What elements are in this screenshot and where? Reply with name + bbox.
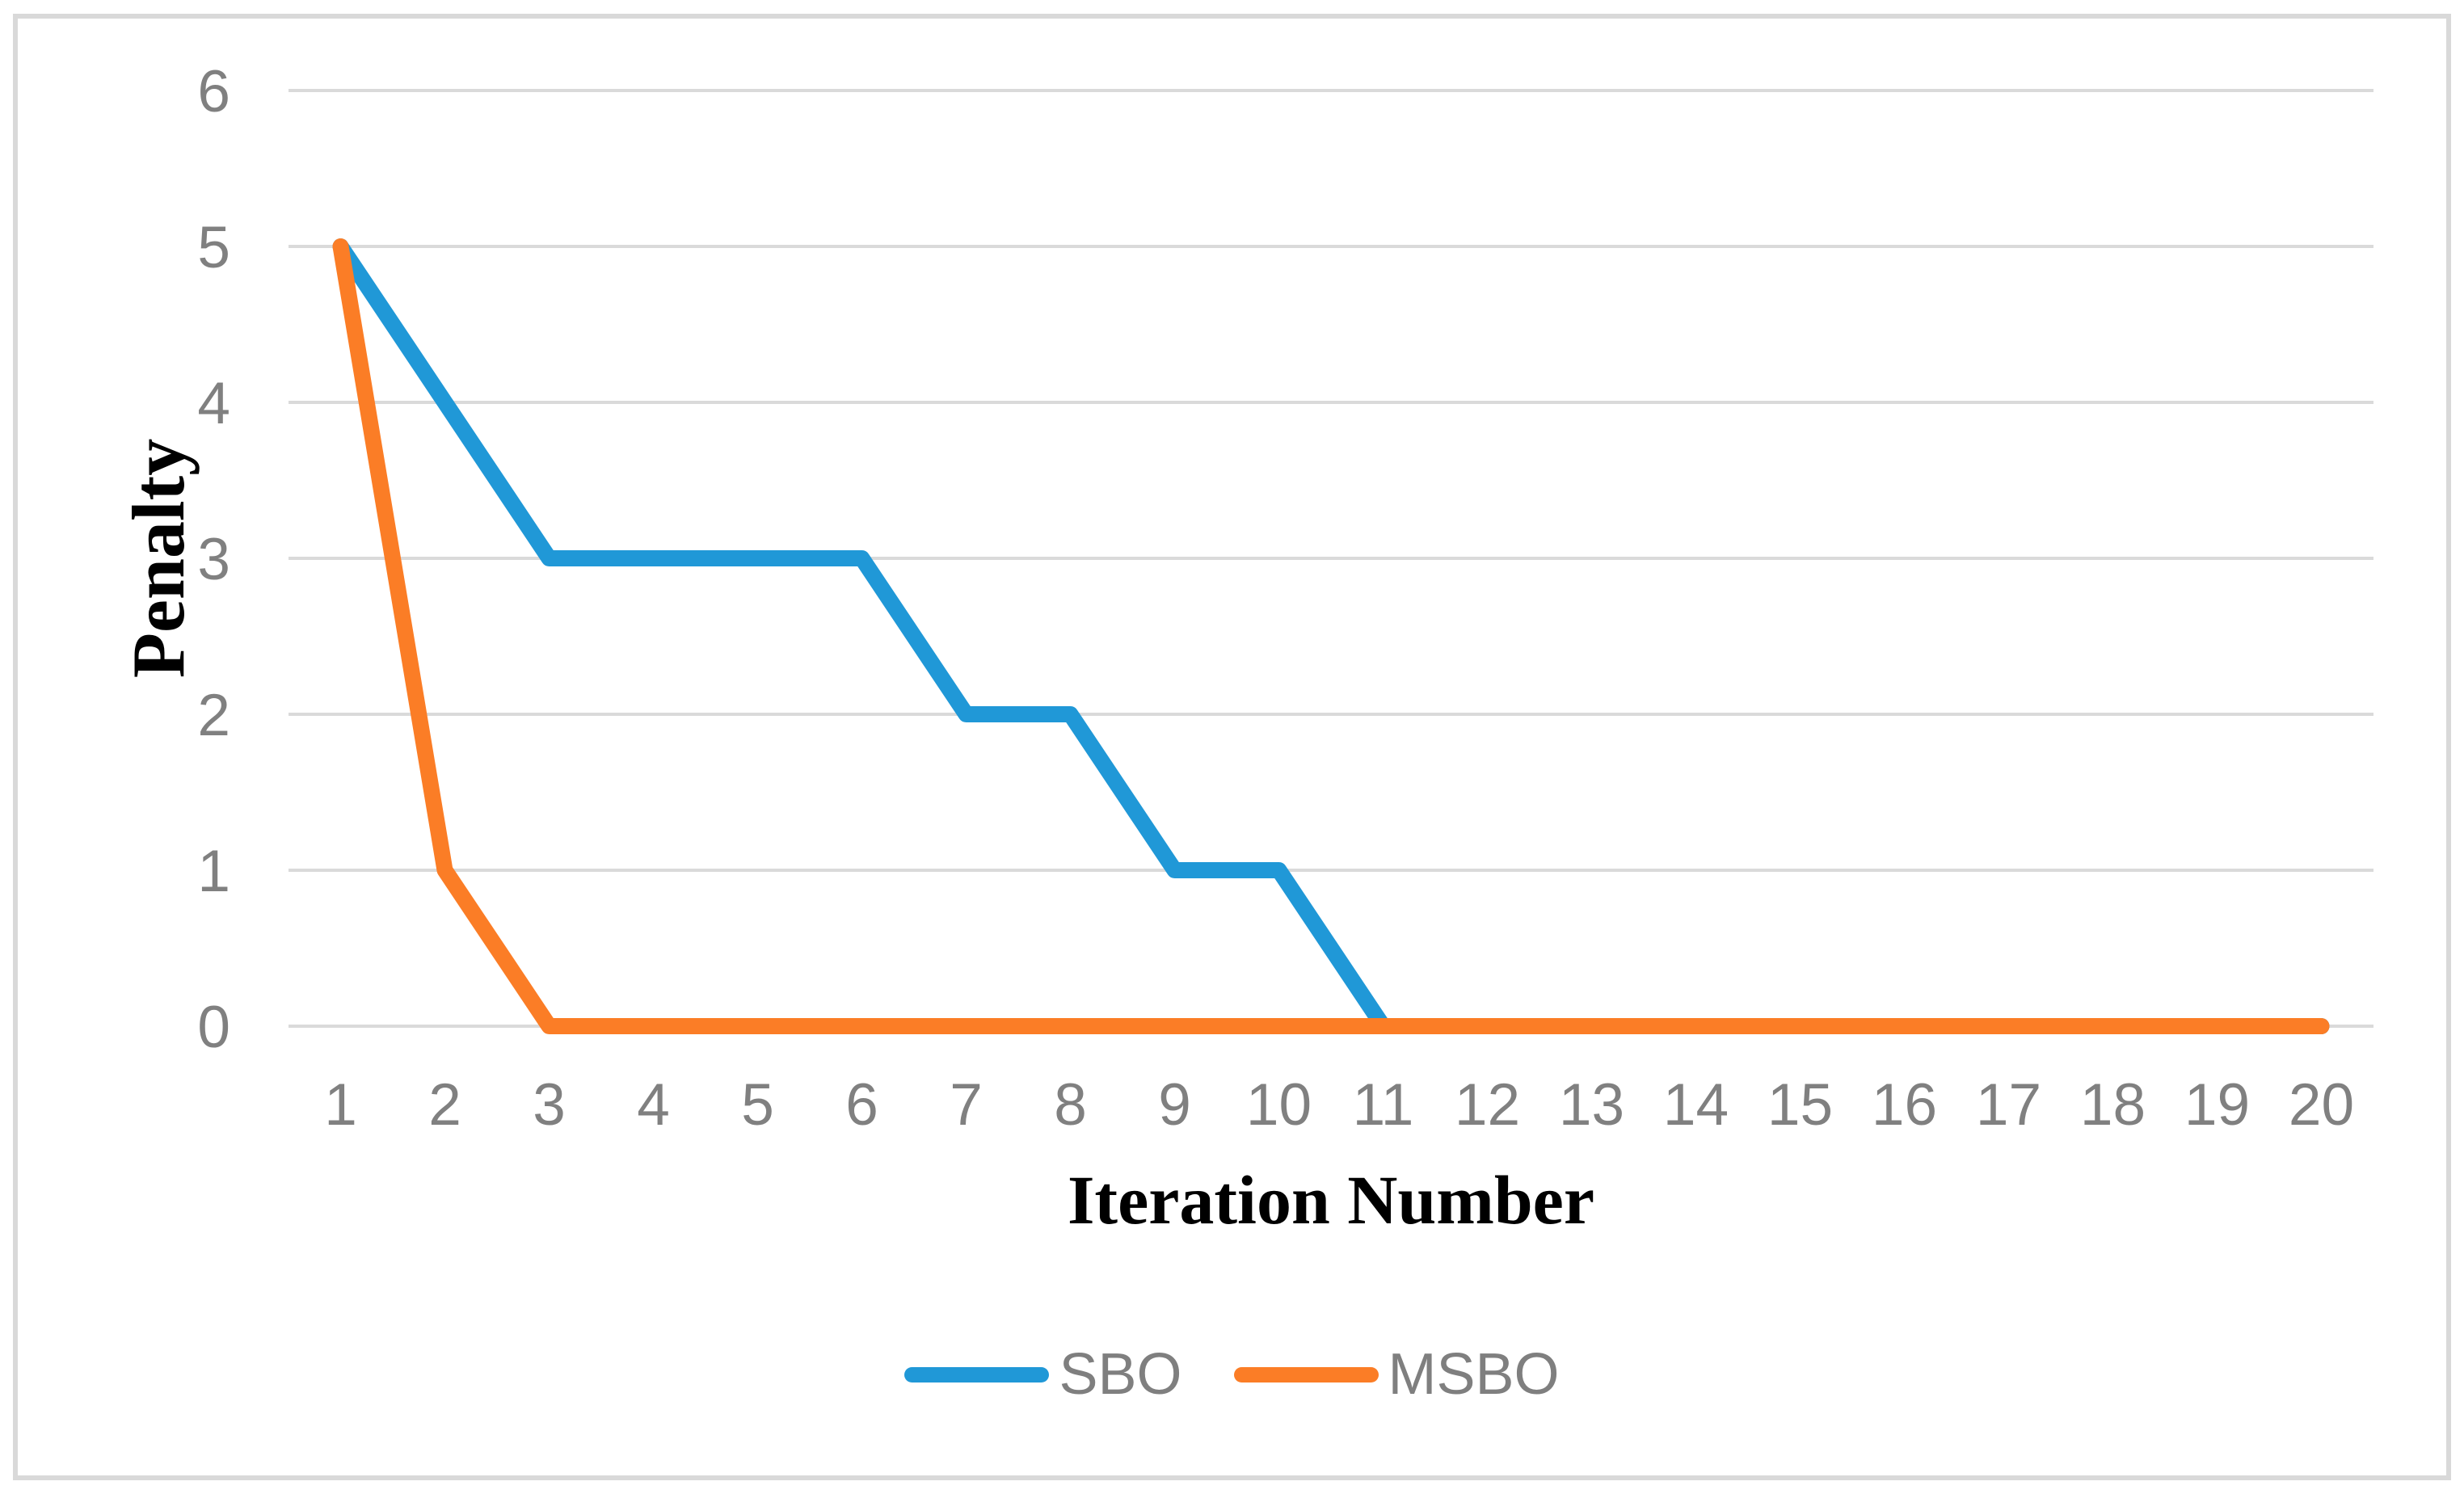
- x-tick-label-18: 18: [2080, 1072, 2146, 1138]
- x-tick-label-3: 3: [533, 1072, 566, 1138]
- sbo-legend-label: SBO: [1059, 1342, 1182, 1407]
- x-tick-label-19: 19: [2184, 1072, 2250, 1138]
- x-tick-label-11: 11: [1353, 1072, 1414, 1138]
- legend: SBO MSBO: [0, 1342, 2464, 1407]
- x-tick-label-6: 6: [845, 1072, 878, 1138]
- y-tick-label-0: 0: [197, 995, 230, 1060]
- x-tick-label-20: 20: [2289, 1072, 2354, 1138]
- msbo-series-swatch: [1233, 1367, 1379, 1383]
- x-tick-label-2: 2: [428, 1072, 461, 1138]
- y-tick-label-5: 5: [197, 215, 230, 280]
- x-tick-label-7: 7: [950, 1072, 983, 1138]
- legend-item-sbo: SBO: [904, 1342, 1182, 1407]
- msbo-series-line: [332, 238, 2330, 1034]
- x-axis-tick-labels: 1 2 3 4 5 6 7 8 9 10 11 12 13 14 15 16 17 18 19 20: [324, 1072, 2354, 1138]
- sbo-series-line: [332, 238, 2330, 1034]
- x-tick-label-13: 13: [1559, 1072, 1624, 1138]
- x-tick-label-1: 1: [324, 1072, 357, 1138]
- x-tick-label-17: 17: [1976, 1072, 2041, 1138]
- y-tick-label-6: 6: [197, 59, 230, 124]
- x-tick-label-16: 16: [1872, 1072, 1937, 1138]
- y-axis-title: Penalty: [117, 439, 200, 678]
- series-lines: [332, 238, 2330, 1034]
- x-tick-label-5: 5: [741, 1072, 774, 1138]
- y-tick-label-3: 3: [197, 527, 230, 592]
- x-tick-label-14: 14: [1663, 1072, 1729, 1138]
- y-tick-label-2: 2: [197, 683, 230, 748]
- x-tick-label-9: 9: [1158, 1072, 1191, 1138]
- msbo-legend-label: MSBO: [1388, 1342, 1560, 1407]
- y-tick-label-4: 4: [197, 371, 230, 436]
- legend-item-msbo: MSBO: [1233, 1342, 1560, 1407]
- x-tick-label-10: 10: [1246, 1072, 1312, 1138]
- x-tick-label-15: 15: [1767, 1072, 1833, 1138]
- x-tick-label-4: 4: [637, 1072, 670, 1138]
- x-tick-label-8: 8: [1054, 1072, 1087, 1138]
- y-tick-label-1: 1: [197, 839, 230, 904]
- y-axis-tick-labels: 0 1 2 3 4 5 6: [197, 59, 230, 1060]
- x-tick-label-12: 12: [1455, 1072, 1520, 1138]
- x-axis-title: Iteration Number: [1068, 1161, 1594, 1239]
- sbo-series-swatch: [904, 1367, 1050, 1383]
